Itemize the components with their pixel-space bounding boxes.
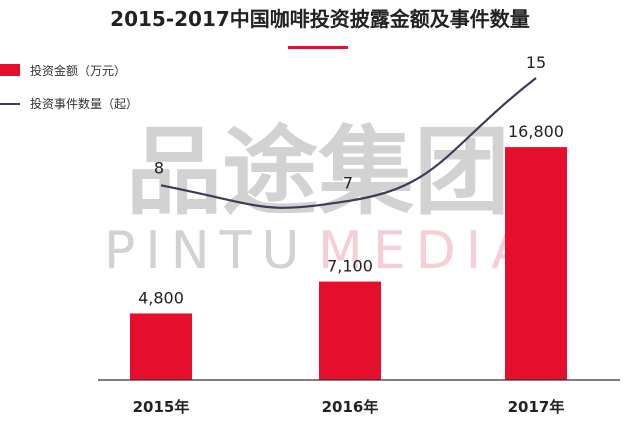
bar-label-3: 16,800 [508,122,564,141]
legend-label-count: 投资事件数量（起） [30,96,138,111]
count-line [160,77,537,209]
chart-title: 2015-2017中国咖啡投资披露金额及事件数量 [110,7,530,31]
legend-swatch-amount [0,64,20,76]
line-data-labels: 8 7 15 [154,53,546,193]
bar-3 [505,147,567,380]
bar-label-1: 4,800 [138,288,184,307]
watermark-en-right: MEDIA [318,221,537,281]
bar-2 [319,281,381,380]
watermark-en-left: PINTU [104,221,309,281]
watermark-cn: 品途集团 [126,116,510,228]
legend-label-amount: 投资金额（万元） [30,63,126,78]
line-label-3: 15 [526,53,546,72]
x-tick-1: 2015年 [133,398,190,416]
legend: 投资金额（万元） 投资事件数量（起） [0,63,138,111]
line-label-2: 7 [343,174,353,193]
title-underline [288,46,348,49]
bar-label-2: 7,100 [327,257,373,276]
x-tick-2: 2016年 [322,398,379,416]
x-tick-3: 2017年 [508,398,565,416]
bar-1 [130,313,192,380]
line-label-1: 8 [154,158,164,177]
x-axis-ticks: 2015年 2016年 2017年 [133,398,565,416]
bar-data-labels: 4,800 7,100 16,800 [138,122,564,307]
bar-series [130,147,567,380]
